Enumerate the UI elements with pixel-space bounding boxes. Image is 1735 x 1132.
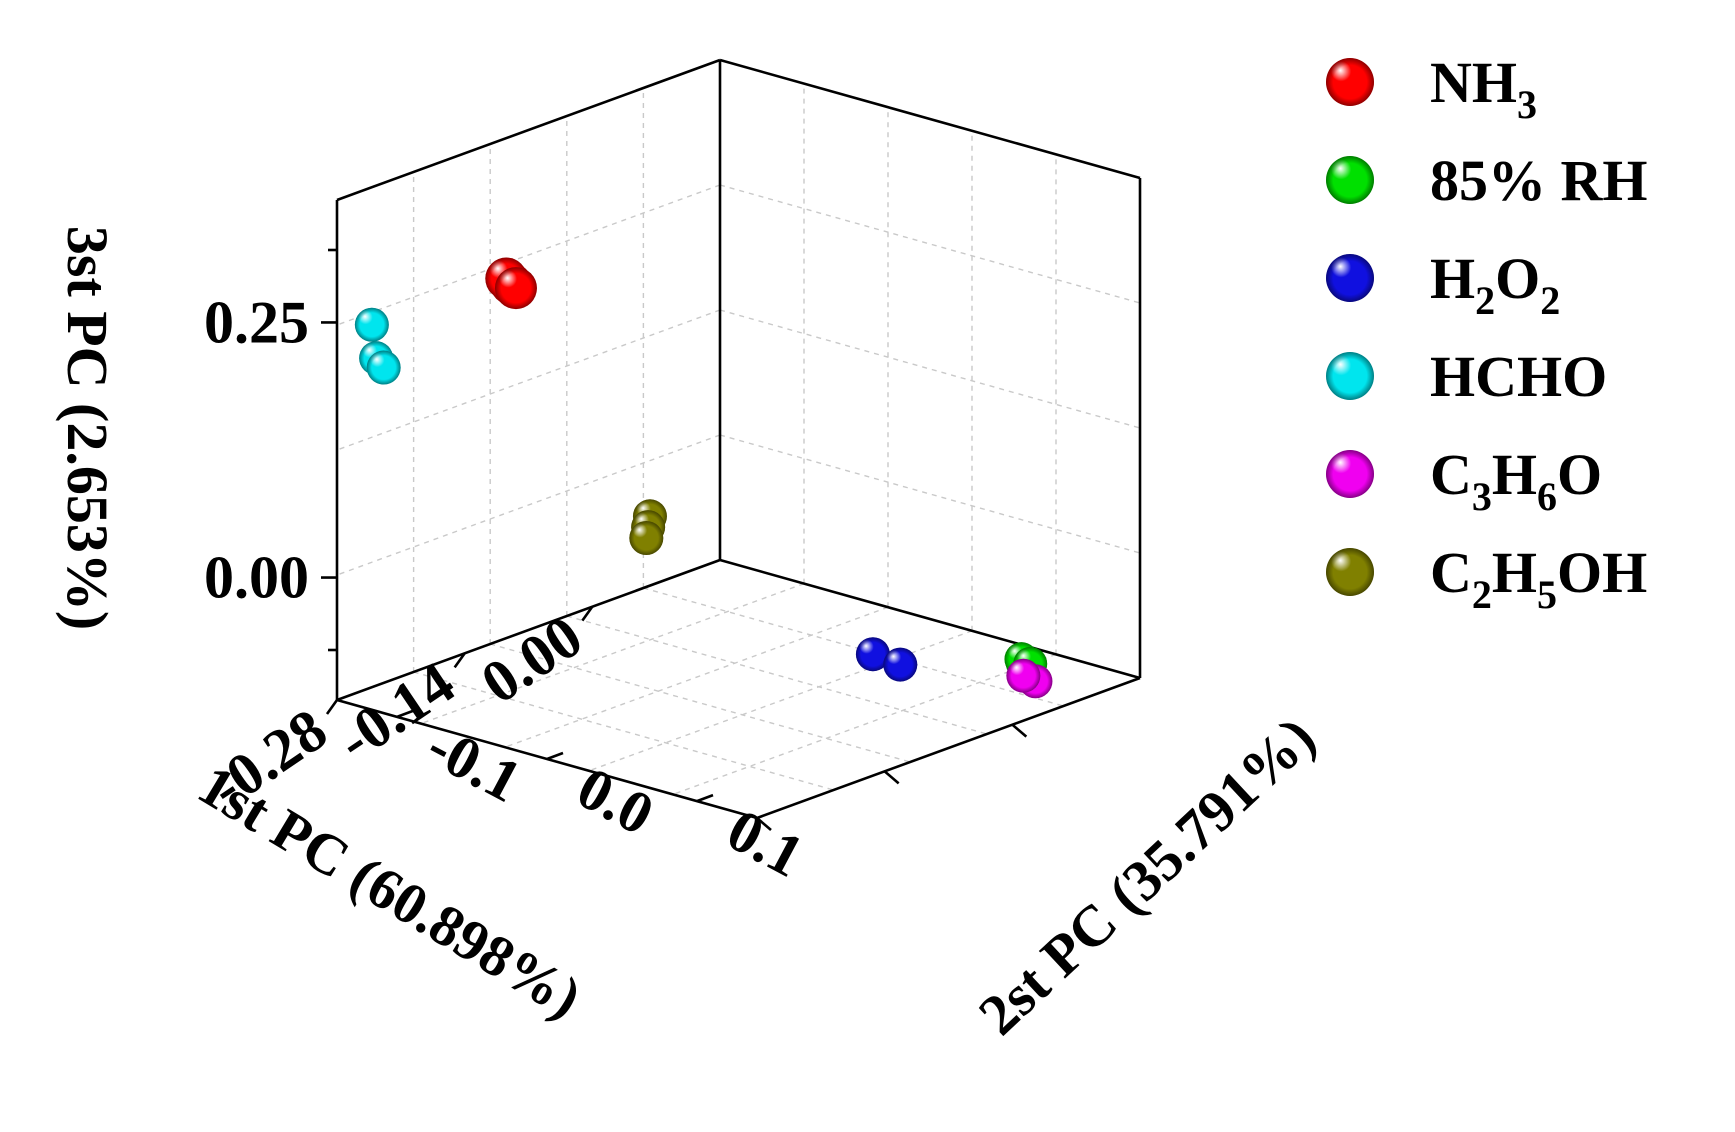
z-tick-label: 0.25 [204, 289, 309, 355]
grid-lines [336, 83, 1141, 796]
legend-label: H2O2 [1430, 246, 1560, 323]
data-point [883, 647, 918, 682]
legend: NH3 85% RH H2O2 HCHO C3H6O C2H5OH [1326, 50, 1648, 617]
floor-grid-line [413, 671, 834, 791]
x-tick-label: 0.00 [470, 603, 594, 716]
y-tick-mark [396, 709, 414, 719]
legend-label: 85% RH [1430, 148, 1648, 213]
y-tick-mark [696, 793, 714, 803]
legend-item: C3H6O [1326, 442, 1602, 519]
side-wall-grid-line [336, 434, 721, 576]
x-tick-mark [325, 699, 339, 715]
x-tick-mark [756, 817, 772, 831]
frame-edge [336, 58, 721, 202]
x-tick-mark [453, 652, 466, 669]
back-wall-grid-line [719, 309, 1141, 429]
x-tick-mark [581, 605, 594, 622]
legend-item: 85% RH [1326, 148, 1648, 213]
frame-edge [719, 558, 1141, 680]
frame-edge [336, 558, 721, 702]
axis-ticks: 0.000.25-0.28-0.14 0.00-0.1 0.0 0.1 [198, 248, 1028, 890]
legend-label: NH3 [1430, 50, 1537, 127]
x-tick-mark [1011, 723, 1028, 738]
data-points [354, 257, 1053, 699]
z-axis-label: 3st PC (2.653%) [55, 226, 120, 630]
legend-label: C3H6O [1430, 442, 1602, 519]
side-wall-grid-line [336, 184, 721, 326]
y-axis-label: 2st PC (35.791%) [966, 704, 1327, 1047]
floor-grid-line [490, 643, 911, 763]
data-point [366, 350, 401, 385]
x-axis-label: 1st PC (60.898%) [188, 752, 593, 1031]
data-point [855, 637, 890, 672]
floor-grid-line [566, 615, 987, 735]
back-wall-grid-line [719, 184, 1141, 304]
floor-grid-line [588, 630, 973, 772]
y-tick-mark [546, 751, 564, 761]
side-wall-grid-line [336, 309, 721, 451]
legend-item: C2H5OH [1326, 540, 1647, 617]
floor-grid-line [643, 587, 1064, 707]
legend-label: HCHO [1430, 344, 1607, 409]
floor-grid-line [504, 606, 889, 748]
legend-label: C2H5OH [1430, 540, 1647, 617]
frame-edge [756, 676, 1141, 820]
legend-item: H2O2 [1326, 246, 1560, 323]
legend-item: HCHO [1326, 344, 1607, 409]
floor-grid-line [672, 653, 1057, 796]
x-tick-mark [883, 770, 900, 785]
floor-grid-line [420, 582, 805, 725]
data-point [494, 267, 537, 310]
data-point [629, 521, 664, 556]
data-point [1006, 658, 1041, 693]
z-tick-label: 0.00 [204, 545, 309, 611]
back-wall-grid-line [719, 434, 1141, 554]
frame-edge [719, 58, 1141, 180]
data-point [354, 307, 389, 342]
legend-item: NH3 [1326, 50, 1537, 127]
axes-frame [335, 58, 1142, 820]
